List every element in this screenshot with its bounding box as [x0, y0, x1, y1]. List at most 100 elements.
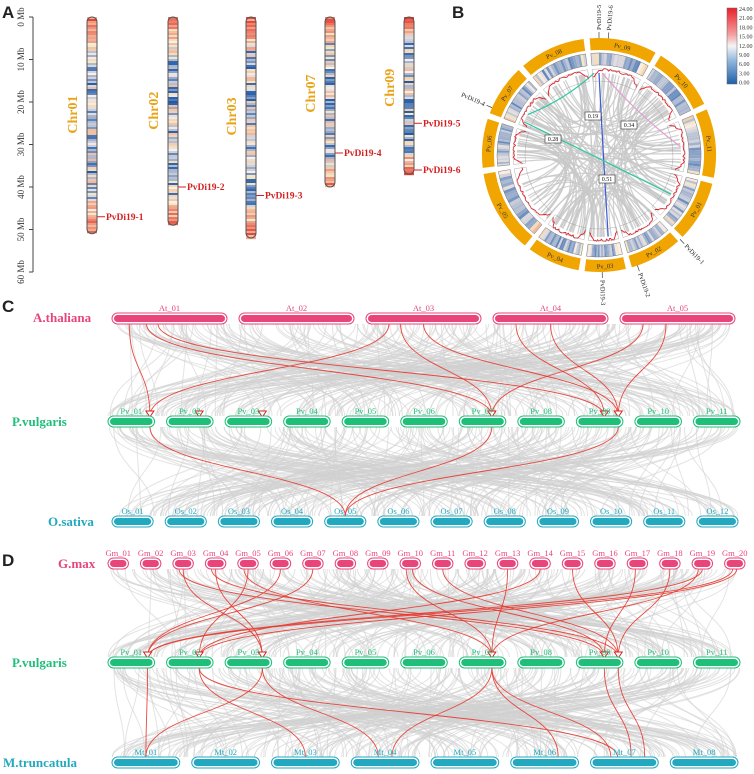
- heatmap-cell: [688, 144, 701, 149]
- density-band: [404, 59, 414, 62]
- synteny-link: [170, 667, 196, 758]
- density-band: [87, 201, 97, 204]
- density-band: [246, 135, 256, 138]
- density-band: [168, 37, 178, 40]
- heatmap-cell: [519, 89, 530, 100]
- synteny-link: [336, 323, 469, 417]
- density-band: [87, 83, 97, 86]
- synteny-link: [113, 667, 126, 758]
- heatmap-cell: [687, 139, 701, 144]
- density-band: [404, 55, 414, 58]
- density-band: [404, 151, 414, 154]
- synteny-link: [598, 323, 631, 417]
- synteny-link: [417, 568, 559, 658]
- synteny-link: [319, 667, 721, 758]
- synteny-link: [126, 426, 243, 517]
- legend-value: 15.00: [739, 35, 753, 41]
- density-band: [168, 83, 178, 86]
- density-band: [87, 157, 97, 160]
- heatmap-cell: [620, 55, 626, 69]
- synteny-link: [172, 323, 410, 417]
- density-band: [246, 167, 256, 170]
- chromosome-arc: [489, 70, 527, 118]
- chromosome-label: Gm_13: [495, 548, 521, 558]
- synteny-link: [516, 154, 600, 238]
- heatmap-cell: [591, 244, 594, 257]
- chromosome-label: Os_10: [600, 506, 622, 516]
- synteny-link: [544, 667, 652, 758]
- density-band: [325, 147, 335, 150]
- gene-triangle: [599, 651, 610, 659]
- chromosome-bar: [273, 518, 311, 525]
- chromosome-label: At_01: [159, 303, 180, 313]
- density-band: [404, 65, 414, 68]
- synteny-link: [606, 323, 726, 417]
- heatmap-cell: [520, 212, 532, 223]
- heatmap-cell: [498, 169, 511, 175]
- density-band: [325, 95, 335, 98]
- heatmap-cell: [631, 238, 638, 251]
- density-band: [168, 123, 178, 126]
- density-band: [404, 171, 414, 174]
- heatmap-cell: [588, 244, 591, 257]
- density-band: [87, 51, 97, 54]
- synteny-link: [107, 568, 296, 658]
- density-band: [87, 49, 97, 52]
- chromosome-label: Mt_02: [214, 747, 237, 757]
- heatmap-cell: [675, 101, 688, 110]
- legend-value: 24.00: [739, 7, 753, 13]
- heatmap-cell: [560, 238, 568, 251]
- synteny-link: [526, 115, 605, 237]
- synteny-link: [140, 667, 405, 758]
- density-band: [404, 29, 414, 32]
- heatmap-cell: [667, 211, 679, 221]
- density-band: [404, 19, 414, 22]
- density-band: [87, 169, 97, 172]
- track-frame: [637, 81, 677, 123]
- density-band: [246, 129, 256, 132]
- synteny-link: [283, 667, 469, 758]
- heatmap-cell: [612, 243, 617, 256]
- synteny-link: [216, 426, 292, 517]
- density-band: [168, 157, 178, 160]
- chromosome-bar: [353, 759, 417, 766]
- density-band: [404, 77, 414, 80]
- ortholog-link: [211, 568, 619, 658]
- synteny-link: [200, 426, 281, 517]
- density-band: [168, 71, 178, 74]
- synteny-link: [124, 568, 177, 658]
- heatmap-cell: [529, 220, 540, 232]
- density-band: [246, 223, 256, 226]
- synteny-link: [415, 568, 738, 658]
- synteny-link: [237, 323, 501, 417]
- density-band: [246, 17, 256, 20]
- density-band: [325, 165, 335, 168]
- density-band: [404, 37, 414, 40]
- heatmap-cell: [575, 55, 581, 68]
- density-band: [325, 65, 335, 68]
- density-band: [87, 31, 97, 34]
- heatmap-cell: [500, 178, 513, 185]
- density-band: [168, 35, 178, 38]
- heatmap-cell: [603, 244, 607, 257]
- density-band: [246, 71, 256, 74]
- chromosome-outline: [86, 16, 98, 235]
- ortholog-link: [198, 667, 619, 758]
- density-band: [246, 163, 256, 166]
- density-band: [168, 29, 178, 32]
- ortholog-link: [491, 323, 644, 417]
- chromosome-bar: [114, 759, 178, 766]
- density-band: [246, 57, 256, 60]
- synteny-link: [194, 323, 534, 417]
- heatmap-cell: [500, 127, 513, 133]
- density-band: [404, 99, 414, 102]
- density-band: [87, 77, 97, 80]
- synteny-link: [544, 426, 562, 517]
- chromosome-arc: [673, 180, 713, 237]
- heatmap-cell: [497, 152, 510, 155]
- heatmap-cell: [603, 53, 608, 66]
- heatmap-cell: [524, 216, 536, 228]
- heatmap-cell: [507, 194, 520, 204]
- density-band: [168, 121, 178, 124]
- density-band: [404, 111, 414, 114]
